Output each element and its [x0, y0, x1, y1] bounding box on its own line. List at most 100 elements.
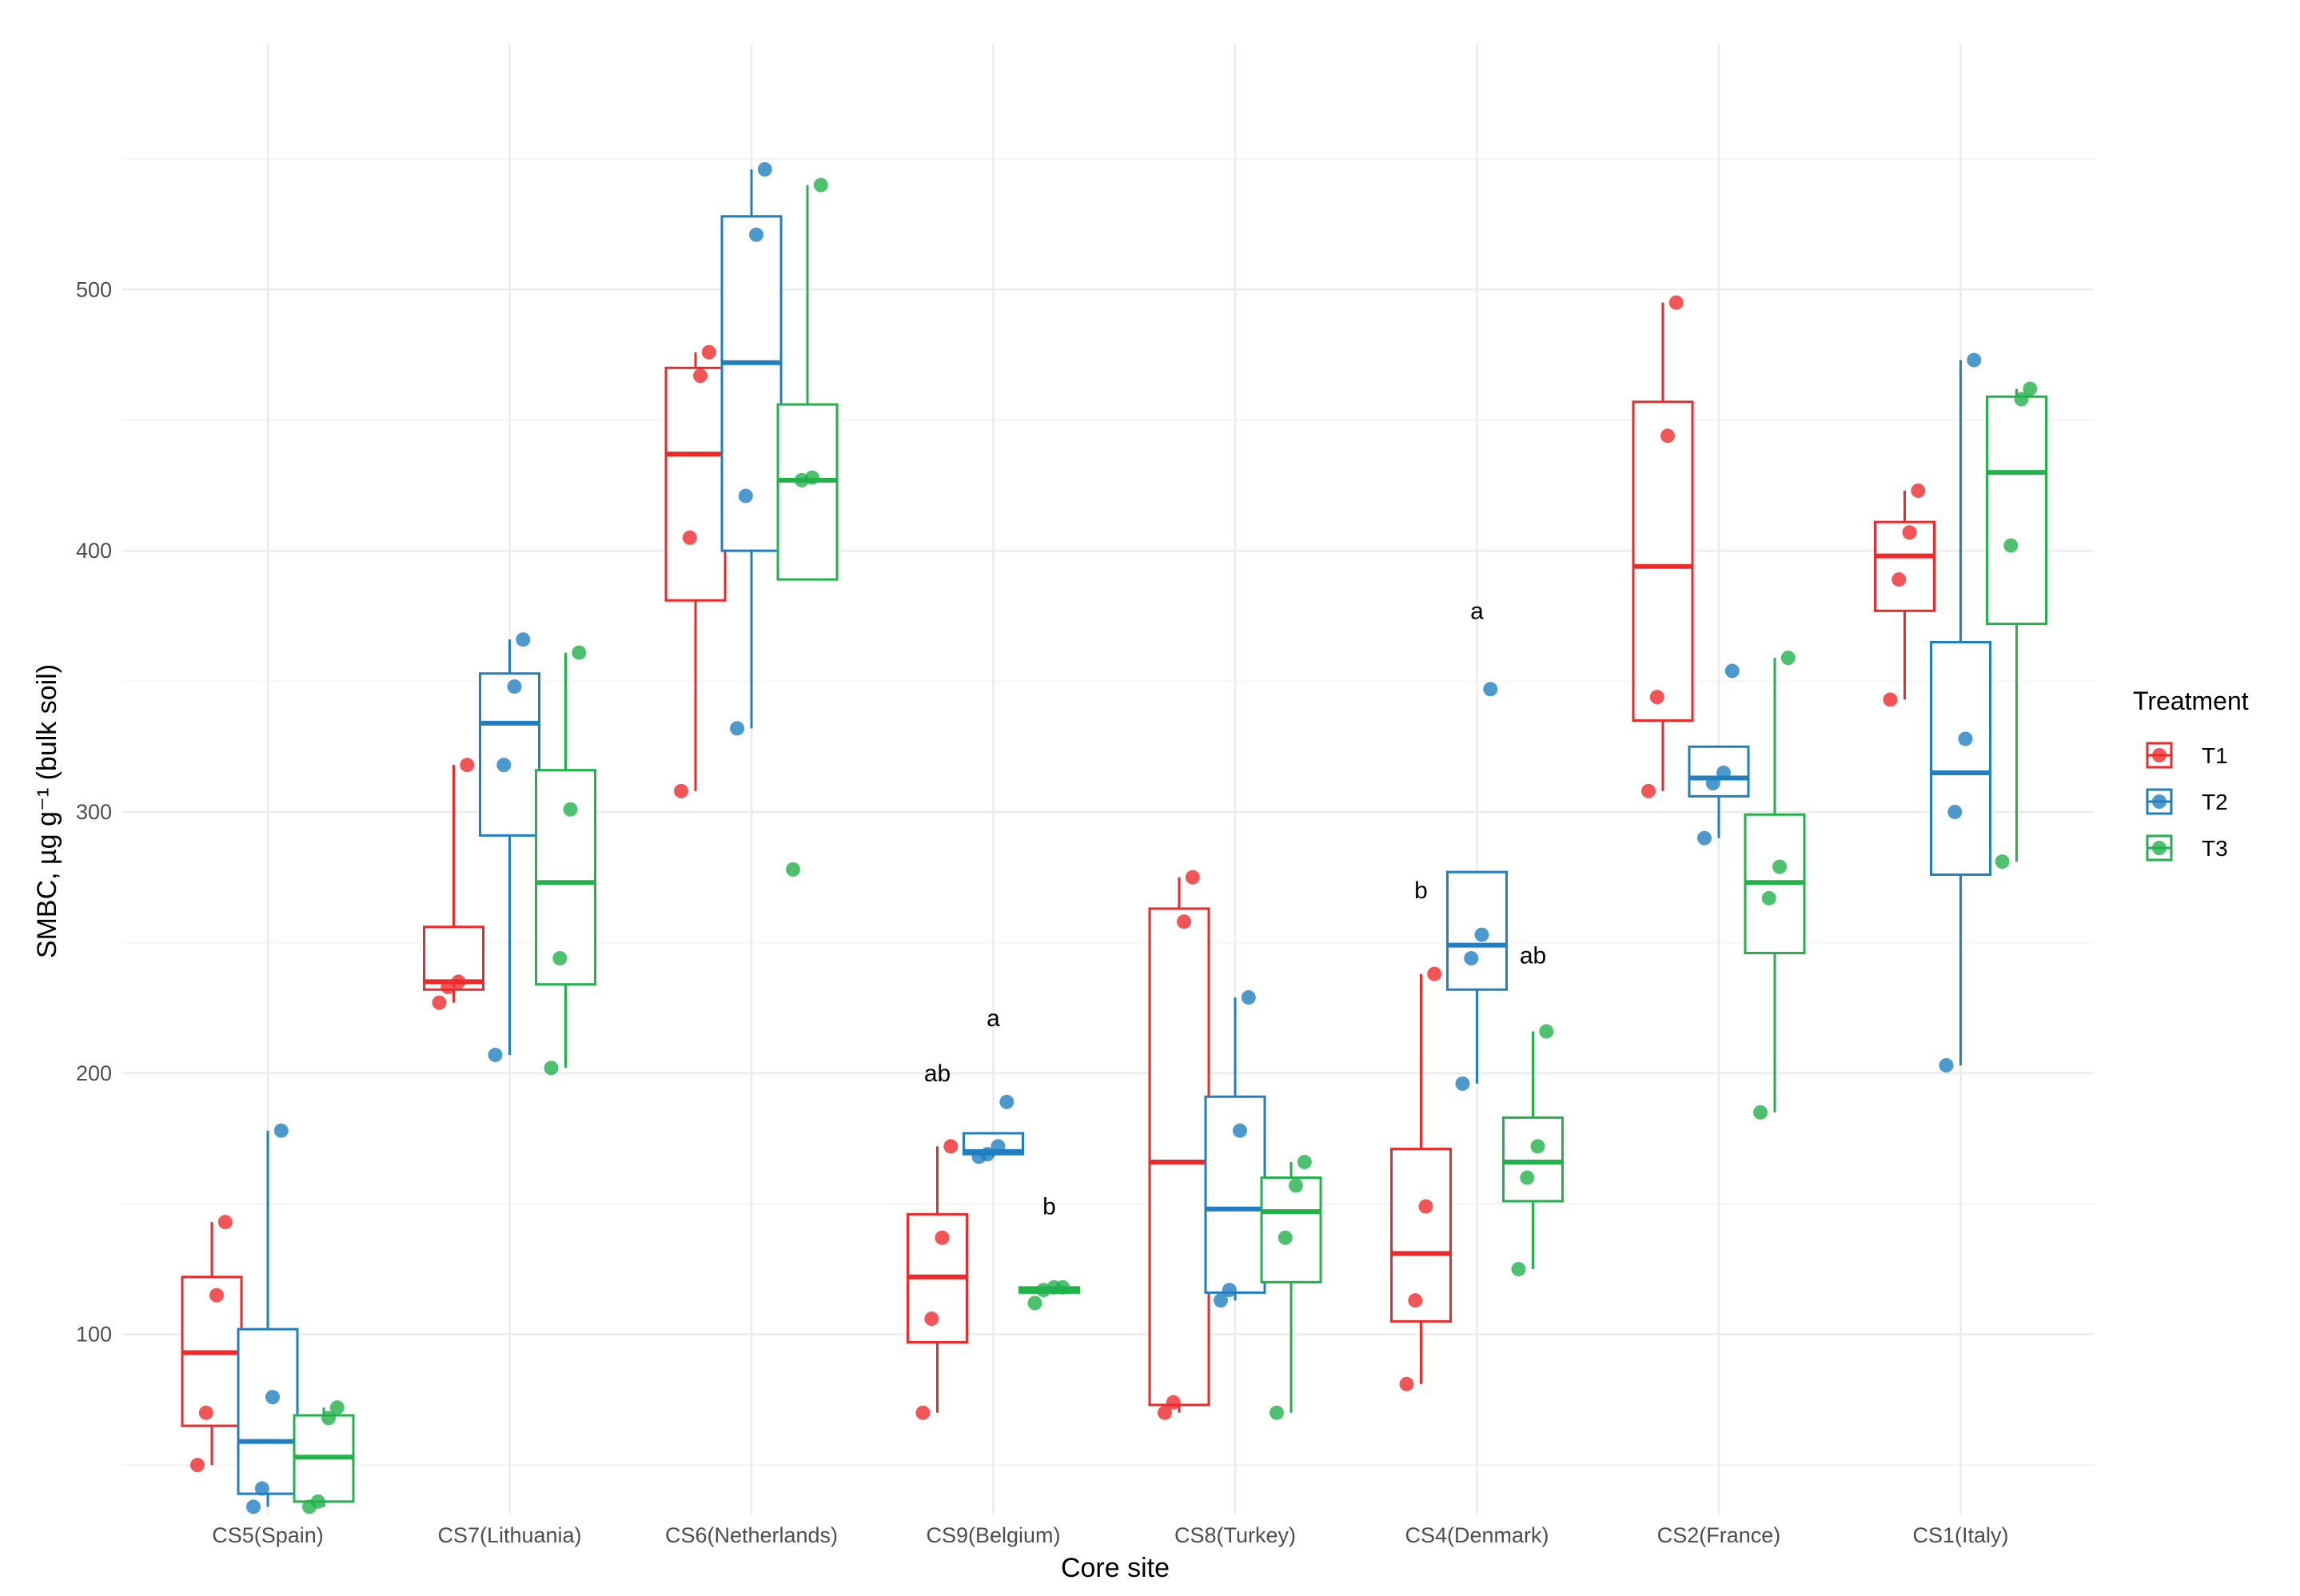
data-point-T3 [1278, 1230, 1293, 1245]
data-point-T3 [2023, 381, 2038, 396]
significance-letter: ab [1520, 943, 1546, 969]
data-point-T2 [273, 1123, 289, 1138]
legend-label: T2 [2202, 790, 2228, 814]
y-tick-label: 300 [76, 800, 112, 824]
box-body [1986, 395, 2047, 626]
data-point-T2 [1474, 927, 1489, 942]
data-point-T3 [1289, 1178, 1303, 1193]
data-point-T1 [1891, 572, 1907, 587]
data-point-T3 [544, 1061, 559, 1076]
data-point-T1 [1408, 1293, 1423, 1308]
box-body [1632, 400, 1694, 722]
data-point-T2 [1233, 1123, 1247, 1138]
data-point-T3 [1753, 1104, 1768, 1120]
data-point-T3 [329, 1400, 345, 1415]
data-point-T2 [1455, 1076, 1470, 1091]
legend-point [2152, 748, 2166, 762]
legend-key-T2 [2146, 788, 2173, 815]
data-point-T3 [321, 1411, 336, 1426]
data-point-T3 [786, 862, 800, 877]
data-point-T1 [209, 1288, 224, 1303]
data-point-T1 [1166, 1395, 1181, 1410]
data-point-T3 [2003, 538, 2019, 553]
data-point-T1 [1641, 783, 1656, 798]
data-point-T3 [1297, 1154, 1312, 1169]
box-T3-CS6(Netherlands) [776, 185, 839, 581]
box-T3-CS8(Turkey) [1260, 1161, 1322, 1413]
data-point-T1 [1668, 295, 1684, 310]
significance-letter: ab [924, 1061, 951, 1087]
data-point-T1 [190, 1458, 205, 1473]
box-body [1390, 1148, 1452, 1323]
significance-letter: b [1414, 878, 1428, 904]
box-T1-CS6(Netherlands) [664, 352, 727, 791]
data-point-T3 [1995, 854, 2010, 870]
data-point-T2 [1724, 663, 1740, 679]
data-point-T2 [254, 1481, 269, 1496]
data-point-T2 [991, 1139, 1006, 1154]
box-body [776, 403, 839, 581]
data-point-T2 [1241, 990, 1256, 1005]
legend-label: T1 [2202, 743, 2228, 768]
data-point-T1 [432, 995, 447, 1010]
data-point-T1 [1649, 690, 1664, 705]
data-point-T2 [1705, 776, 1720, 791]
significance-letter: b [1042, 1194, 1056, 1220]
data-point-T2 [1958, 731, 1973, 746]
box-T3-CS4(Denmark) [1502, 1031, 1564, 1269]
x-axis-ticks: CS5(Spain) CS7(Lithuania) CS6(Netherlands)… [212, 1523, 2008, 1547]
box-body [664, 366, 727, 602]
data-point-T2 [1214, 1293, 1228, 1308]
box-T2-CS1(Italy) [1930, 360, 1991, 1066]
box-T1-CS2(France) [1632, 302, 1694, 791]
x-tick-label: CS9(Belgium) [926, 1523, 1060, 1547]
data-point-T1 [217, 1215, 233, 1230]
data-point-T1 [915, 1405, 931, 1420]
box-body [535, 769, 596, 986]
y-axis-title: SMBC, µg g⁻¹ (bulk soil) [32, 664, 62, 958]
data-point-T2 [1716, 765, 1731, 780]
box-T3-CS2(France) [1744, 658, 1806, 1112]
significance-letter: a [987, 1005, 1000, 1032]
box-body [1148, 907, 1210, 1407]
data-point-T3 [563, 802, 578, 817]
legend-title: Treatment [2133, 687, 2249, 715]
box-body [1930, 641, 1991, 876]
data-point-T3 [1761, 890, 1776, 905]
data-points [190, 161, 2038, 1514]
box-T2-CS2(France) [1688, 745, 1750, 838]
data-point-T2 [246, 1499, 261, 1514]
data-point-T1 [1660, 428, 1675, 444]
data-point-T1 [1911, 483, 1926, 498]
legend-point [2152, 794, 2166, 809]
data-point-T1 [1883, 692, 1898, 707]
data-point-T2 [516, 632, 531, 647]
data-point-T3 [1520, 1170, 1535, 1185]
data-point-T3 [1027, 1296, 1042, 1311]
data-point-T1 [1399, 1376, 1414, 1391]
data-point-T2 [1464, 951, 1479, 966]
y-tick-label: 100 [76, 1323, 112, 1347]
data-point-T2 [999, 1094, 1014, 1109]
y-axis-ticks: 100 200 300 400 500 [76, 277, 112, 1346]
x-tick-label: CS8(Turkey) [1174, 1523, 1296, 1547]
data-point-T3 [813, 177, 828, 193]
box-T1-CS5(Spain) [181, 1222, 243, 1466]
data-point-T2 [980, 1147, 995, 1162]
box-T3-CS1(Italy) [1986, 388, 2047, 862]
box-T1-CS4(Denmark) [1390, 973, 1452, 1384]
data-point-T3 [310, 1494, 325, 1509]
data-point-T3 [1055, 1280, 1070, 1295]
data-point-T1 [1177, 914, 1191, 929]
data-point-T3 [1780, 651, 1796, 666]
x-tick-label: CS7(Lithuania) [437, 1523, 581, 1547]
data-point-T3 [1270, 1405, 1284, 1420]
data-point-T1 [935, 1230, 950, 1245]
legend-label: T3 [2202, 836, 2228, 861]
data-point-T3 [552, 951, 568, 966]
data-point-T2 [1697, 830, 1712, 846]
data-point-T2 [496, 758, 512, 773]
box-body [479, 672, 540, 837]
